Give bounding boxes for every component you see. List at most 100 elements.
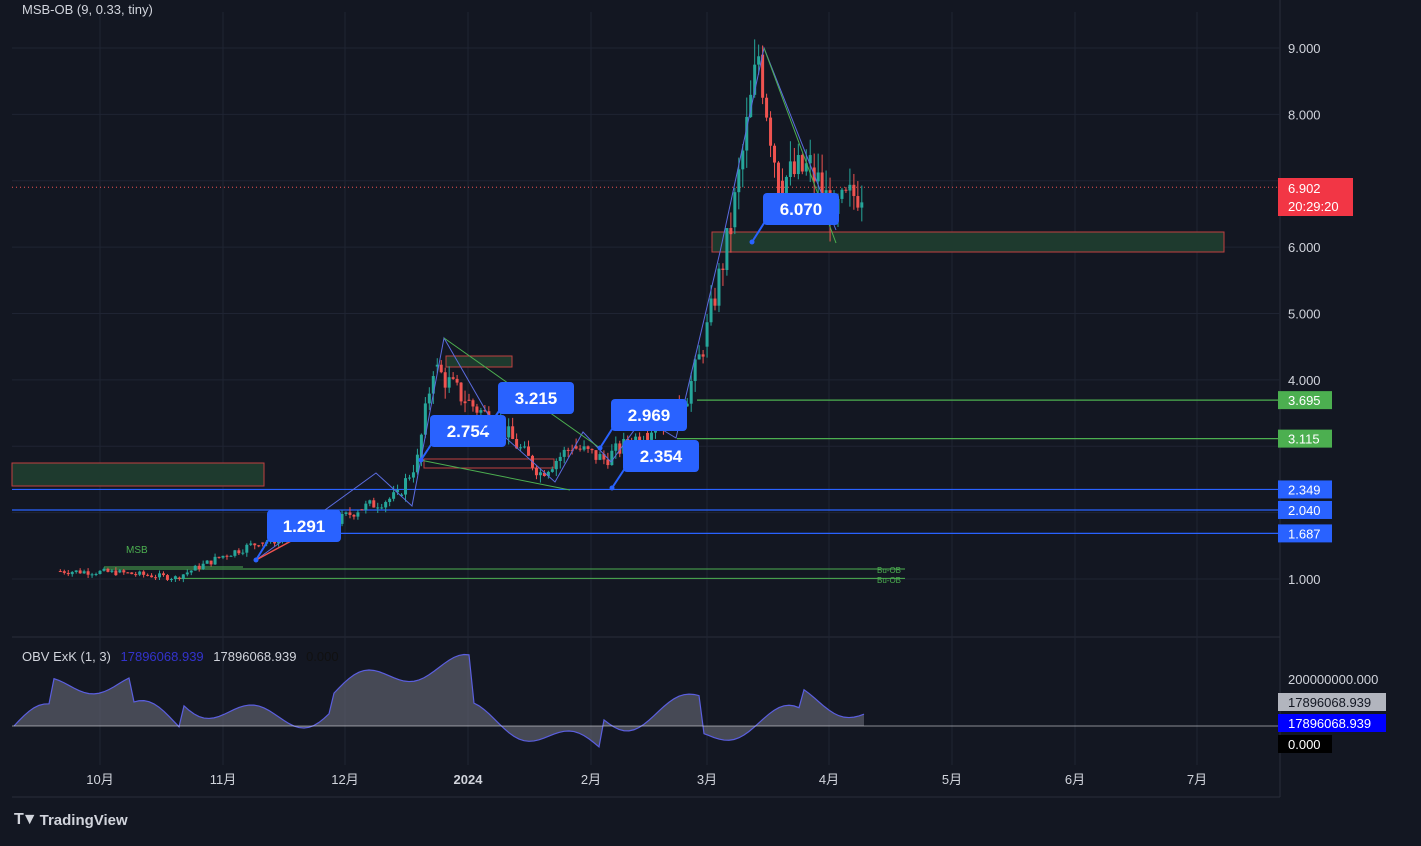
bu-ob-label: Bu-OB xyxy=(877,576,901,585)
callout-anchor xyxy=(609,485,615,491)
price-level-badge xyxy=(1278,480,1332,499)
price-level-badge xyxy=(1278,429,1332,448)
order-block-zone xyxy=(711,231,1225,253)
candle-body xyxy=(384,502,388,508)
obv-indicator-title[interactable]: OBV ExK (1, 3) 17896068.939 17896068.939… xyxy=(22,649,339,664)
candle-body xyxy=(602,454,606,460)
candle-body xyxy=(788,161,792,177)
candle-body xyxy=(852,184,856,197)
candle-body xyxy=(435,364,439,367)
price-callout xyxy=(763,193,839,225)
candle-body xyxy=(534,467,538,476)
candle-body xyxy=(261,542,265,544)
candle-body xyxy=(392,492,396,499)
y-tick-label: 8.000 xyxy=(1288,107,1321,122)
candle-body xyxy=(860,202,864,208)
candle-body xyxy=(213,556,217,565)
candle-body xyxy=(594,450,598,460)
tradingview-logo-icon: T▼ xyxy=(14,811,38,828)
candle-body xyxy=(614,443,618,451)
candle-body xyxy=(193,565,197,571)
y-tick-label: 9.000 xyxy=(1288,41,1321,56)
x-tick-label: 11月 xyxy=(210,772,237,787)
candle-body xyxy=(411,472,415,478)
candle-body xyxy=(554,460,558,470)
candle-body xyxy=(122,570,126,573)
candle-body xyxy=(792,161,796,175)
candle-body xyxy=(372,500,376,508)
x-tick-label: 2月 xyxy=(581,772,601,787)
main-indicator-name: MSB-OB xyxy=(22,2,74,17)
candle-body xyxy=(538,472,542,476)
x-tick-label: 4月 xyxy=(819,772,839,787)
candle-body xyxy=(523,446,527,448)
candle-body xyxy=(90,574,94,576)
candle-body xyxy=(697,354,701,360)
candle-body xyxy=(598,454,602,460)
price-callout-label: 1.291 xyxy=(283,517,326,536)
candle-body xyxy=(253,543,257,546)
obv-value-badge xyxy=(1278,693,1386,711)
candle-body xyxy=(443,372,447,388)
candle-body xyxy=(58,571,62,573)
candle-body xyxy=(574,446,578,449)
candle-body xyxy=(70,571,74,575)
price-callout xyxy=(430,415,506,447)
candle-body xyxy=(550,469,554,472)
candle-body xyxy=(542,472,546,476)
price-callout-label: 2.754 xyxy=(447,422,490,441)
bu-ob-label: Bu-OB xyxy=(877,566,901,575)
candle-body xyxy=(856,196,860,208)
obv-value-3: 0.000 xyxy=(306,649,339,664)
candle-body xyxy=(185,572,189,575)
candle-body xyxy=(455,378,459,383)
candle-body xyxy=(693,359,697,382)
candle-body xyxy=(586,446,590,449)
candle-body xyxy=(368,500,372,504)
candle-body xyxy=(459,382,463,402)
candle-body xyxy=(840,189,844,199)
candle-body xyxy=(451,377,455,379)
price-callout-label: 2.969 xyxy=(628,406,671,425)
candle-body xyxy=(205,560,209,564)
main-indicator-title[interactable]: MSB-OB (9, 0.33, tiny) xyxy=(22,2,153,17)
candle-body xyxy=(177,577,181,579)
candle-body xyxy=(150,575,154,578)
candle-body xyxy=(134,574,138,576)
price-level-value: 2.040 xyxy=(1288,503,1321,518)
candle-body xyxy=(154,577,158,579)
y-tick-label: 5.000 xyxy=(1288,307,1321,322)
candle-body xyxy=(419,434,423,460)
wedge-line xyxy=(419,459,571,491)
price-callout-label: 6.070 xyxy=(780,200,823,219)
obv-y-tick-label: 200000000.000 xyxy=(1288,672,1378,687)
candle-body xyxy=(98,570,102,574)
tradingview-brand-text: TradingView xyxy=(39,811,128,829)
candle-body xyxy=(415,454,419,473)
candle-body xyxy=(546,471,550,476)
candle-body xyxy=(527,446,531,456)
candle-body xyxy=(364,503,368,511)
price-level-value: 3.695 xyxy=(1288,393,1321,408)
candle-body xyxy=(431,376,435,394)
candle-body xyxy=(245,544,249,553)
candle-body xyxy=(725,228,729,271)
callout-anchor xyxy=(483,427,489,433)
candle-body xyxy=(404,478,408,495)
candle-body xyxy=(146,574,150,576)
candle-body xyxy=(685,403,689,407)
price-callout-label: 2.354 xyxy=(640,447,683,466)
candle-body xyxy=(82,571,86,574)
candle-body xyxy=(780,180,784,197)
tradingview-logo[interactable]: T▼ TradingView xyxy=(14,811,128,829)
candle-body xyxy=(118,570,122,573)
order-block-zone xyxy=(445,355,513,368)
x-tick-label: 10月 xyxy=(86,772,113,787)
candle-body xyxy=(130,572,134,575)
candle-body xyxy=(165,575,169,580)
candle-body xyxy=(142,571,146,575)
candle-body xyxy=(169,579,173,581)
candle-body xyxy=(62,571,66,573)
candle-body xyxy=(102,568,106,571)
